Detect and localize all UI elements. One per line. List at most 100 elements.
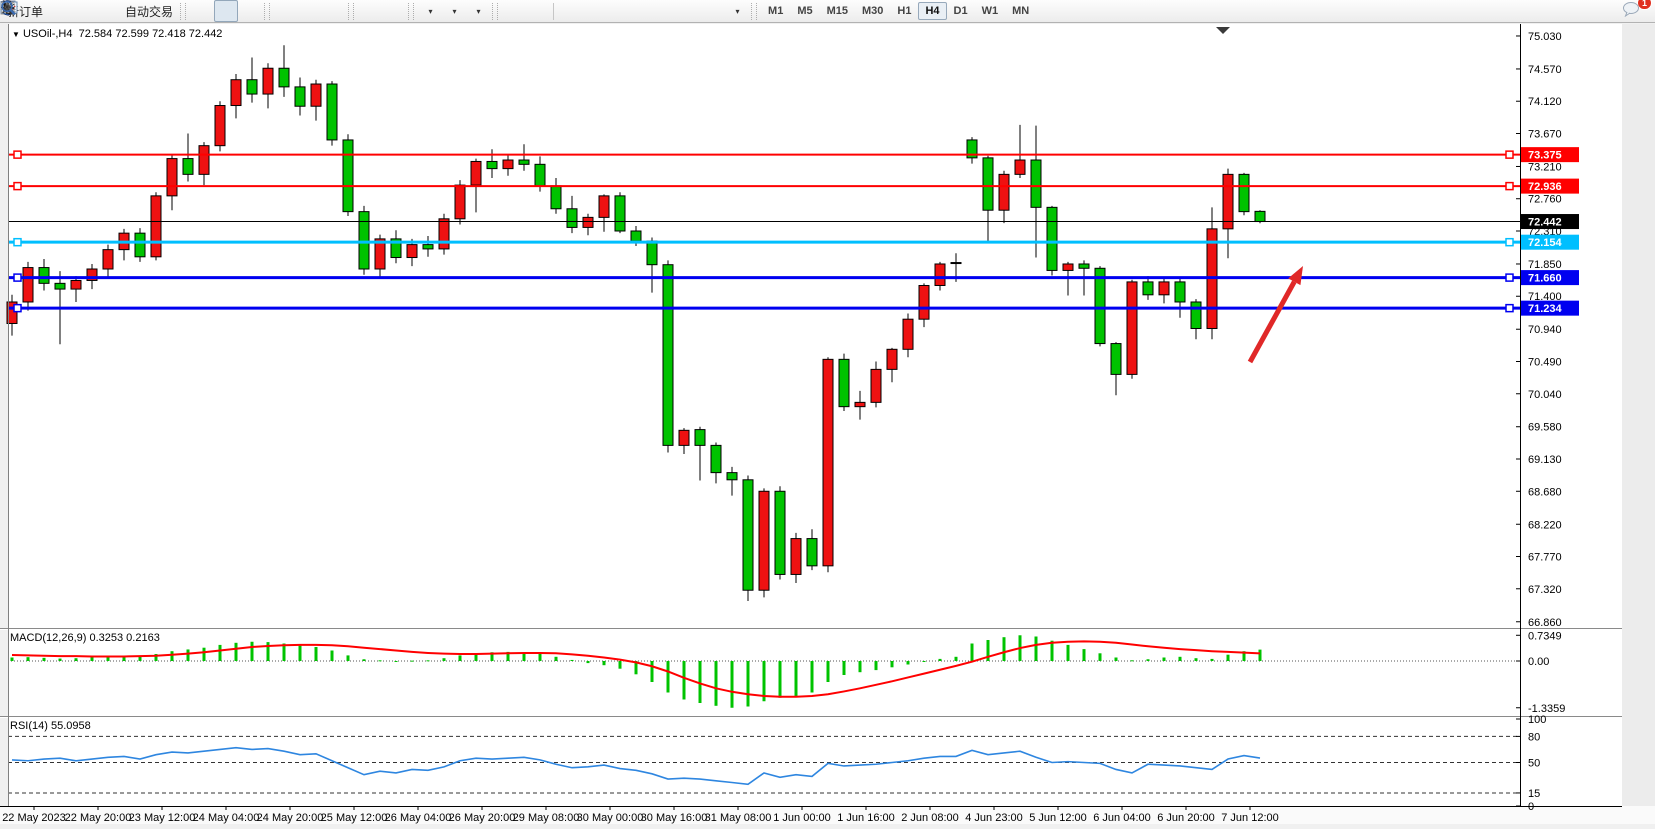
- cursor-tool-icon[interactable]: [3, 0, 526, 22]
- signal-icon[interactable]: [1, 0, 120, 22]
- chart-symbol-ohlc[interactable]: ▼ USOil-,H4 72.584 72.599 72.418 72.442: [12, 28, 222, 40]
- line-handle[interactable]: [1505, 181, 1514, 191]
- text-tool-icon[interactable]: A: [3, 0, 701, 22]
- macd-histogram: [10, 635, 1262, 708]
- arrows-tool-button[interactable]: ▾: [2, 0, 749, 22]
- candle: [774, 486, 786, 580]
- candle: [854, 390, 866, 420]
- candle: [614, 192, 626, 234]
- toolbar-separator: [553, 2, 555, 20]
- svg-text:66.860: 66.860: [1528, 617, 1562, 629]
- timeframe-M5[interactable]: M5: [797, 5, 813, 17]
- dropdown-caret-icon: ▾: [452, 6, 457, 16]
- candle: [662, 260, 674, 453]
- timeframe-M15[interactable]: M15: [826, 5, 848, 17]
- search-icon[interactable]: [1, 0, 1615, 22]
- symbol-name: USOil-,H4: [22, 28, 73, 40]
- candle: [182, 133, 194, 182]
- line-handle[interactable]: [1505, 303, 1514, 313]
- dropdown-caret-icon: ▾: [428, 6, 433, 16]
- price-axis[interactable]: 75.03074.57074.12073.67073.21072.76072.3…: [1516, 31, 1579, 813]
- line-handle[interactable]: [1505, 150, 1514, 159]
- svg-text:72.760: 72.760: [1528, 194, 1562, 206]
- data-window-icon[interactable]: [1, 0, 96, 22]
- trendline-tool-icon[interactable]: [1, 0, 629, 22]
- line-handle[interactable]: [13, 273, 22, 282]
- toolbar-grip: [348, 2, 355, 20]
- auto-scroll-icon[interactable]: [1, 0, 382, 22]
- crosshair-tool-icon[interactable]: [1, 0, 550, 22]
- symbol-dropdown-icon[interactable]: ▼: [12, 30, 20, 39]
- chat-button[interactable]: 1: [1621, 0, 1652, 22]
- svg-text:50: 50: [1528, 758, 1540, 770]
- candle: [1238, 172, 1250, 216]
- tile-windows-icon[interactable]: [0, 0, 346, 22]
- timeframe-H1[interactable]: H1: [897, 5, 912, 17]
- time-label: 7 Jun 12:00: [1221, 812, 1279, 824]
- timeframe-MN[interactable]: MN: [1012, 5, 1030, 17]
- time-label: 22 May 2023: [2, 812, 66, 824]
- periods-clock-button[interactable]: ▾: [0, 0, 466, 22]
- line-handle[interactable]: [13, 150, 22, 159]
- timeframe-D1[interactable]: D1: [953, 5, 968, 17]
- line-chart-mode-icon[interactable]: [0, 0, 262, 22]
- line-handle[interactable]: [1505, 273, 1514, 282]
- add-indicator-button[interactable]: ▾: [2, 0, 442, 22]
- dropdown-caret-icon: ▾: [476, 6, 481, 16]
- toolbar-grip: [180, 2, 187, 20]
- candle: [918, 283, 930, 328]
- chart-shift-icon[interactable]: [1, 0, 406, 22]
- candle: [422, 236, 434, 257]
- chart-shift-marker[interactable]: [1216, 27, 1230, 34]
- candle: [358, 205, 370, 275]
- line-handle[interactable]: [13, 237, 22, 247]
- vertical-line-tool-icon[interactable]: [6, 0, 581, 22]
- timeframe-M1[interactable]: M1: [768, 5, 784, 17]
- zoom-in-icon[interactable]: [1, 0, 298, 22]
- fibonacci-tool-icon[interactable]: F: [2, 0, 677, 22]
- line-handle[interactable]: [13, 181, 22, 191]
- main-toolbar: 新订单 自动交易 ▾ ▾: [0, 0, 1655, 23]
- candle: [230, 73, 242, 119]
- candle: [1094, 266, 1106, 347]
- svg-text:70.940: 70.940: [1528, 324, 1562, 336]
- market-watch-icon[interactable]: [1, 0, 72, 22]
- candle: [1142, 276, 1154, 300]
- candle: [390, 230, 402, 264]
- timeframe-M30[interactable]: M30: [862, 5, 884, 17]
- svg-text:15: 15: [1528, 788, 1540, 800]
- text-label-tool-icon[interactable]: T: [1, 0, 725, 22]
- bar-chart-mode-icon[interactable]: [1, 0, 214, 22]
- candle: [870, 361, 882, 408]
- trend-arrow[interactable]: [1247, 266, 1303, 364]
- ohlc-high: 72.599: [115, 28, 149, 40]
- line-handle[interactable]: [13, 303, 22, 313]
- svg-text:80: 80: [1528, 731, 1540, 743]
- candle: [6, 294, 18, 336]
- candle: [566, 195, 578, 234]
- line-handle[interactable]: [1505, 237, 1514, 247]
- candle: [998, 170, 1010, 224]
- template-button[interactable]: ▾: [0, 0, 490, 22]
- price-flag-71.660: 71.660: [1521, 270, 1579, 286]
- zoom-out-icon[interactable]: [1, 0, 322, 22]
- candle: [1046, 205, 1058, 276]
- candle: [982, 155, 994, 243]
- candle: [518, 144, 530, 171]
- toolbar-grip: [492, 2, 499, 20]
- timeframe-W1[interactable]: W1: [981, 5, 999, 17]
- channel-tool-icon[interactable]: E: [0, 0, 653, 22]
- svg-text:74.120: 74.120: [1528, 96, 1562, 108]
- svg-text:68.220: 68.220: [1528, 519, 1562, 531]
- candle: [198, 142, 210, 186]
- timeframe-H4[interactable]: H4: [918, 2, 947, 20]
- candle: [214, 101, 226, 152]
- autotrade-button[interactable]: 自动交易: [1, 0, 178, 22]
- svg-text:73.210: 73.210: [1528, 161, 1562, 173]
- candlestick-mode-icon[interactable]: [2, 0, 239, 22]
- horizontal-line-tool-icon[interactable]: [1, 0, 605, 22]
- svg-text:71.850: 71.850: [1528, 259, 1562, 271]
